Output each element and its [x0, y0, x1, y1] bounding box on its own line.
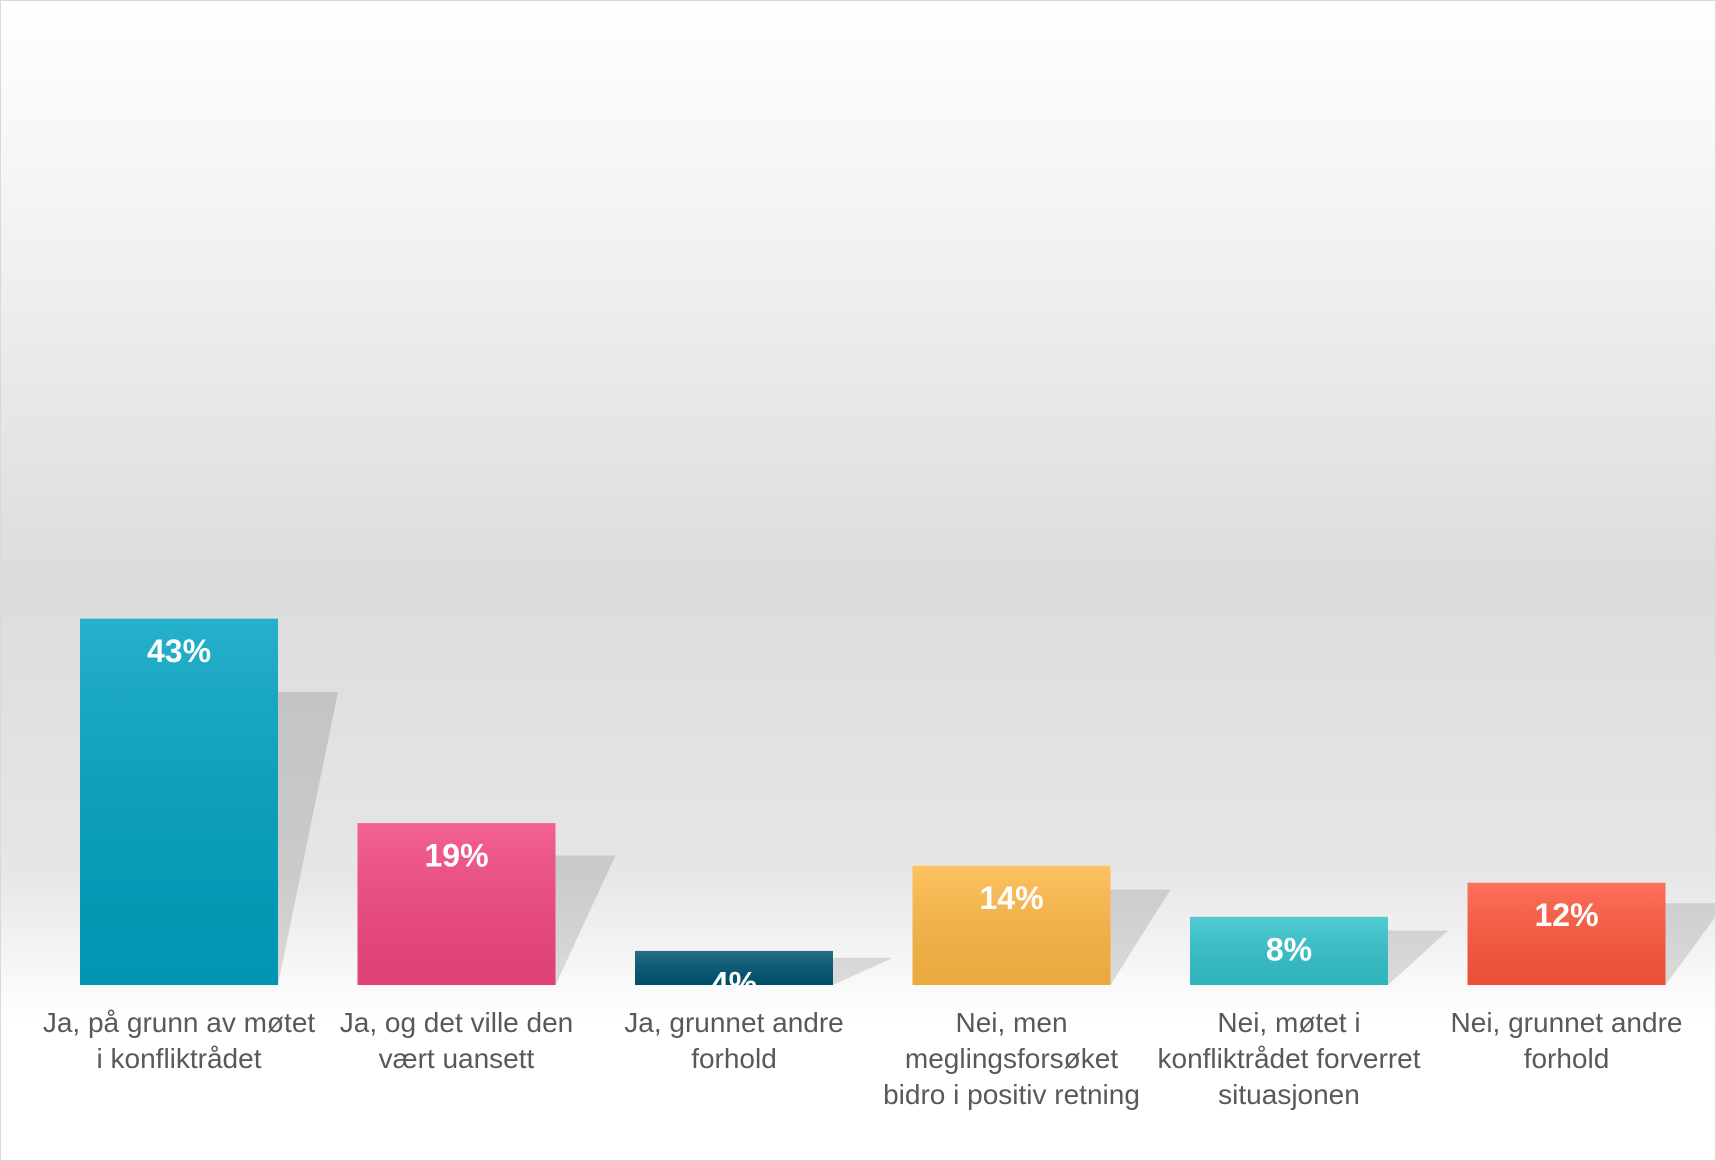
x-tick-label: Nei, møtet i konfliktrådet forverret sit…	[1157, 1007, 1421, 1110]
bar-sheen	[635, 950, 833, 985]
bar-sheen	[80, 618, 278, 985]
bar-shadow	[555, 855, 616, 985]
value-label: 43%	[147, 633, 211, 669]
x-tick-label: Nei, men meglingsforsøket bidro i positi…	[883, 1007, 1140, 1110]
bar-sheen	[912, 865, 1111, 985]
value-label: 8%	[1266, 931, 1312, 967]
bar-shadow	[1665, 903, 1715, 985]
x-tick-label: Nei, grunnet andre forhold	[1450, 1007, 1683, 1074]
bar-sheen	[1467, 882, 1666, 985]
bar-sheen	[1190, 916, 1388, 985]
bar-sheen	[357, 823, 556, 985]
x-tick-label: Ja, grunnet andre forhold	[624, 1007, 844, 1074]
value-label: 14%	[979, 880, 1043, 916]
value-label: 12%	[1534, 897, 1598, 933]
bar-shadow	[1110, 889, 1171, 985]
value-label: 4%	[711, 965, 757, 1001]
bar-shadow	[1388, 930, 1448, 985]
value-label: 19%	[424, 838, 488, 874]
bar-shadow	[833, 957, 893, 985]
bar-shadow	[278, 691, 338, 985]
x-tick-label: Ja, på grunn av møtet i konfliktrådet	[42, 1007, 316, 1074]
x-tick-label: Ja, og det ville den vært uansett	[339, 1007, 574, 1074]
